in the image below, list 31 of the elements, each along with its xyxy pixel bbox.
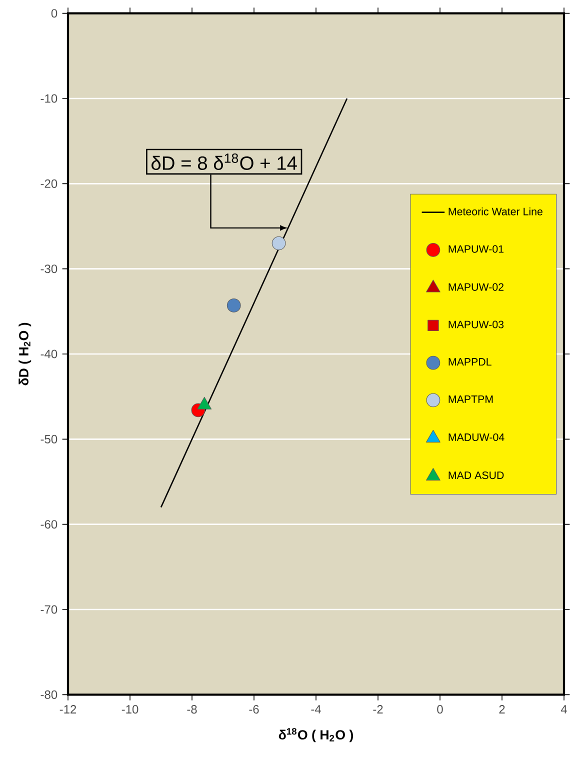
legend-label: MAPUW-01 [448, 245, 504, 253]
annotation: δD = 8 δ$^{18}$O + 14 [152, 153, 297, 170]
y-tick-label: -60 [40, 520, 58, 529]
legend-label: MAD ASUD [448, 472, 504, 480]
x-tick-label: -12 [60, 705, 76, 714]
y-tick-label: -40 [40, 350, 58, 358]
x-tick-label: 0 [437, 705, 443, 714]
point [226, 298, 241, 312]
x-tick-label: 4 [560, 705, 567, 714]
x-tick-label: -6 [249, 705, 259, 714]
x-tick-label: -8 [187, 705, 197, 714]
y-tick-label: 0 [51, 9, 58, 18]
y-tick-label: -50 [40, 434, 58, 444]
y-tick-label: -10 [40, 94, 58, 103]
x-tick-label: -10 [122, 705, 138, 714]
x-axis-title: δ$^{18}$O ( H$_{2}$O ) [278, 728, 354, 742]
y-axis-title: δD ( H$_{2}$O ) [18, 322, 32, 386]
y-tick-label: -70 [40, 605, 58, 614]
y-tick-label: -30 [40, 264, 58, 274]
y-tick-label: -80 [40, 690, 58, 699]
x-tick-label: -4 [311, 705, 321, 714]
x-tick-label: -2 [373, 705, 383, 714]
legend-label: MADUW-04 [448, 433, 504, 442]
legend-label: Meteoric Water Line [448, 207, 542, 216]
legend-label: MAPUW-02 [448, 283, 504, 291]
legend-label: MAPUW-03 [448, 320, 504, 328]
point [272, 236, 286, 250]
legend-label: MAPPDL [448, 358, 492, 366]
legend-label: MAPTPM [448, 396, 493, 403]
x-tick-label: 2 [499, 705, 505, 714]
y-tick-label: -20 [40, 179, 58, 188]
